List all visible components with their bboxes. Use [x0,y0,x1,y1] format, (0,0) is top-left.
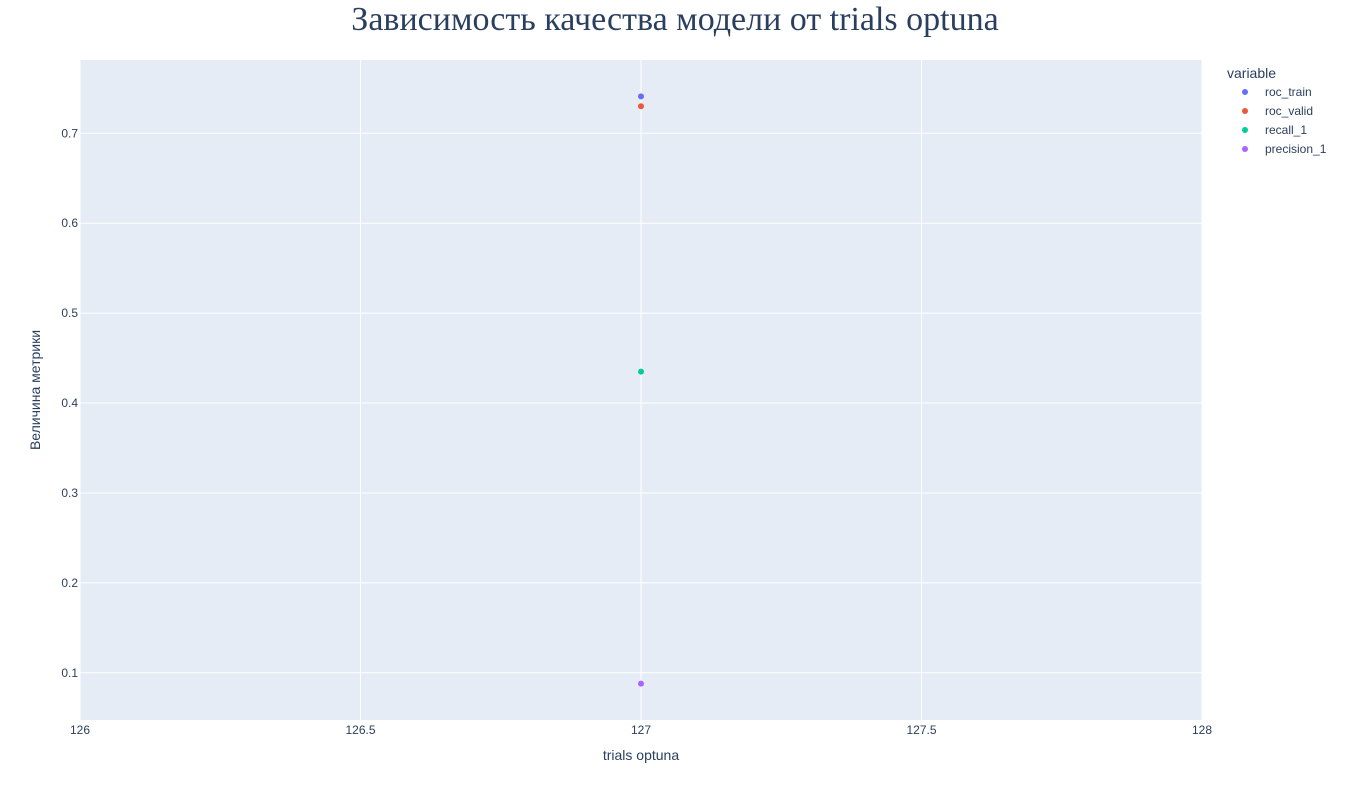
legend-title: variable [1227,65,1276,81]
y-tick-label: 0.1 [61,666,78,680]
y-tick-label: 0.2 [61,576,78,590]
legend-marker-recall_1 [1242,127,1248,133]
legend-marker-roc_valid [1242,108,1248,114]
x-tick-label: 127 [631,723,651,737]
y-tick-label: 0.4 [61,396,78,410]
y-tick-label: 0.6 [61,216,78,230]
legend: variable roc_train roc_valid recall_1preci… [1227,65,1327,156]
x-tick-label: 128 [1192,723,1212,737]
legend-marker-precision_1 [1242,146,1248,152]
x-tick-label: 126.5 [345,723,375,737]
x-axis-ticks: 126 126.5 127 127.5 128 [70,723,1212,737]
x-tick-label: 127.5 [906,723,936,737]
data-point-roc_valid [638,103,644,110]
data-point-precision_1 [638,680,644,687]
legend-marker-roc_train [1242,89,1248,95]
data-point-roc_train [638,93,644,100]
x-tick-label: 126 [70,723,90,737]
y-tick-label: 0.5 [61,306,78,320]
data-points [638,93,644,687]
legend-item-roc_train: roc_train [1265,85,1312,99]
legend-item-roc_valid: roc_valid [1265,104,1313,118]
y-axis-label: Величина метрики [27,330,43,450]
legend-item-recall_1: recall_1 [1265,123,1307,137]
legend-item-precision_1: precision_1 [1265,142,1327,156]
chart-title: Зависимость качества модели от trials op… [351,1,998,38]
y-axis-ticks: 0.1 0.2 0.3 0.4 0.5 0.6 0.7 [61,126,78,680]
x-axis-label: trials optuna [603,747,679,763]
y-grid [80,132,1202,674]
y-tick-label: 0.3 [61,486,78,500]
y-tick-label: 0.7 [61,126,78,140]
x-grid [79,60,1203,720]
data-point-recall_1 [638,368,644,375]
